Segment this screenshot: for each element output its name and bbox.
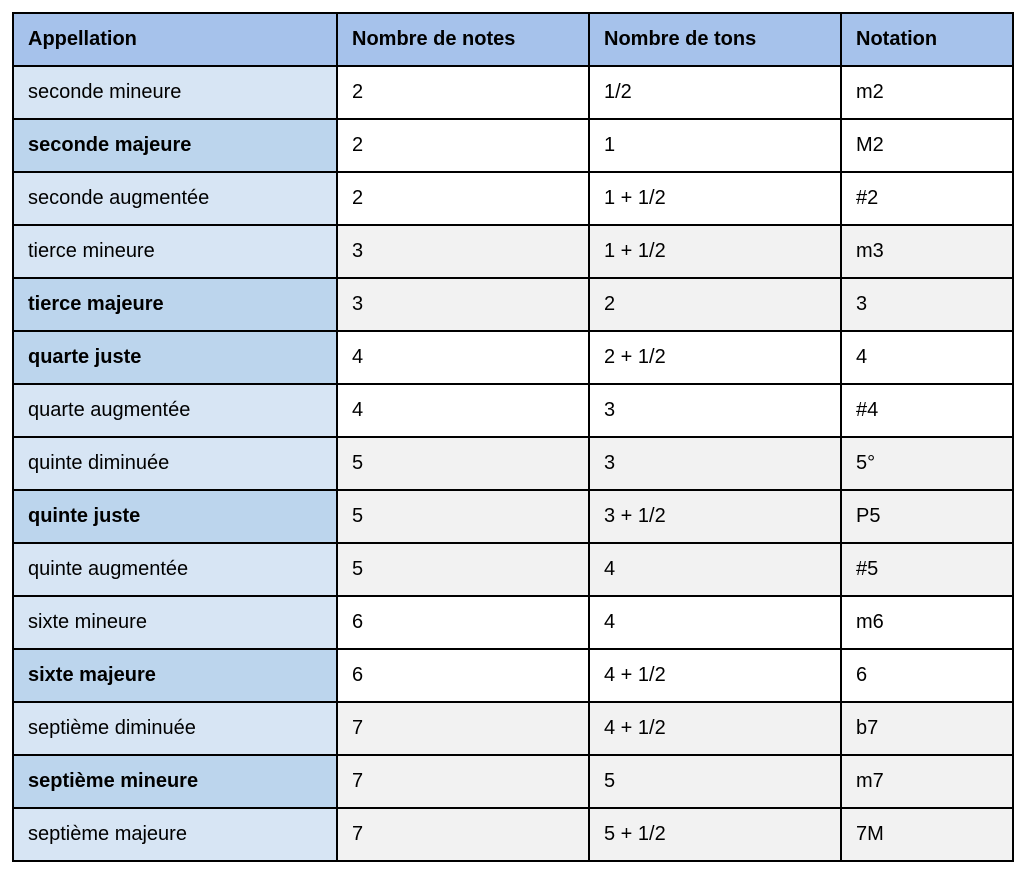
table-row: seconde mineure21/2m2: [13, 66, 1013, 119]
cell-notes: 4: [337, 331, 589, 384]
table-row: septième majeure75 + 1/27M: [13, 808, 1013, 861]
cell-notation: 4: [841, 331, 1013, 384]
cell-appellation: tierce mineure: [13, 225, 337, 278]
cell-notation: 6: [841, 649, 1013, 702]
table-row: seconde majeure21M2: [13, 119, 1013, 172]
cell-notation: P5: [841, 490, 1013, 543]
cell-notation: 5°: [841, 437, 1013, 490]
cell-notation: m3: [841, 225, 1013, 278]
table-row: quarte augmentée43#4: [13, 384, 1013, 437]
cell-notation: #4: [841, 384, 1013, 437]
cell-notes: 6: [337, 649, 589, 702]
cell-tons: 4: [589, 543, 841, 596]
col-header-tons: Nombre de tons: [589, 13, 841, 66]
cell-notation: 7M: [841, 808, 1013, 861]
cell-notation: #2: [841, 172, 1013, 225]
cell-notes: 4: [337, 384, 589, 437]
cell-notes: 2: [337, 66, 589, 119]
cell-notation: 3: [841, 278, 1013, 331]
cell-tons: 2: [589, 278, 841, 331]
cell-notes: 7: [337, 808, 589, 861]
cell-appellation: seconde majeure: [13, 119, 337, 172]
cell-tons: 3: [589, 384, 841, 437]
table-row: tierce mineure31 + 1/2m3: [13, 225, 1013, 278]
table-row: septième diminuée74 + 1/2b7: [13, 702, 1013, 755]
cell-notes: 2: [337, 119, 589, 172]
table-row: quinte juste53 + 1/2P5: [13, 490, 1013, 543]
table-row: tierce majeure323: [13, 278, 1013, 331]
cell-appellation: seconde augmentée: [13, 172, 337, 225]
cell-notes: 3: [337, 225, 589, 278]
cell-tons: 1 + 1/2: [589, 225, 841, 278]
cell-appellation: sixte mineure: [13, 596, 337, 649]
cell-notes: 7: [337, 702, 589, 755]
cell-appellation: sixte majeure: [13, 649, 337, 702]
cell-tons: 2 + 1/2: [589, 331, 841, 384]
col-header-notation: Notation: [841, 13, 1013, 66]
cell-appellation: quinte juste: [13, 490, 337, 543]
table-row: quinte diminuée535°: [13, 437, 1013, 490]
cell-notes: 7: [337, 755, 589, 808]
cell-notes: 3: [337, 278, 589, 331]
cell-tons: 1 + 1/2: [589, 172, 841, 225]
table-row: quarte juste42 + 1/24: [13, 331, 1013, 384]
cell-notation: #5: [841, 543, 1013, 596]
cell-tons: 4 + 1/2: [589, 702, 841, 755]
cell-appellation: quarte juste: [13, 331, 337, 384]
cell-tons: 5: [589, 755, 841, 808]
cell-notation: b7: [841, 702, 1013, 755]
cell-tons: 1: [589, 119, 841, 172]
intervals-table: Appellation Nombre de notes Nombre de to…: [12, 12, 1014, 862]
table-row: sixte mineure64m6: [13, 596, 1013, 649]
cell-appellation: septième mineure: [13, 755, 337, 808]
cell-tons: 3: [589, 437, 841, 490]
table-header-row: Appellation Nombre de notes Nombre de to…: [13, 13, 1013, 66]
cell-notes: 6: [337, 596, 589, 649]
cell-appellation: septième majeure: [13, 808, 337, 861]
cell-notes: 5: [337, 437, 589, 490]
cell-appellation: seconde mineure: [13, 66, 337, 119]
cell-appellation: tierce majeure: [13, 278, 337, 331]
cell-appellation: quarte augmentée: [13, 384, 337, 437]
table-row: sixte majeure64 + 1/26: [13, 649, 1013, 702]
cell-notes: 5: [337, 543, 589, 596]
cell-tons: 4: [589, 596, 841, 649]
cell-tons: 3 + 1/2: [589, 490, 841, 543]
cell-tons: 1/2: [589, 66, 841, 119]
cell-notation: M2: [841, 119, 1013, 172]
cell-notation: m2: [841, 66, 1013, 119]
col-header-notes: Nombre de notes: [337, 13, 589, 66]
table-row: seconde augmentée21 + 1/2#2: [13, 172, 1013, 225]
table-row: septième mineure75m7: [13, 755, 1013, 808]
cell-notation: m6: [841, 596, 1013, 649]
cell-notes: 5: [337, 490, 589, 543]
cell-tons: 4 + 1/2: [589, 649, 841, 702]
col-header-appellation: Appellation: [13, 13, 337, 66]
cell-notes: 2: [337, 172, 589, 225]
cell-appellation: quinte augmentée: [13, 543, 337, 596]
cell-notation: m7: [841, 755, 1013, 808]
cell-appellation: quinte diminuée: [13, 437, 337, 490]
cell-tons: 5 + 1/2: [589, 808, 841, 861]
table-row: quinte augmentée54#5: [13, 543, 1013, 596]
cell-appellation: septième diminuée: [13, 702, 337, 755]
